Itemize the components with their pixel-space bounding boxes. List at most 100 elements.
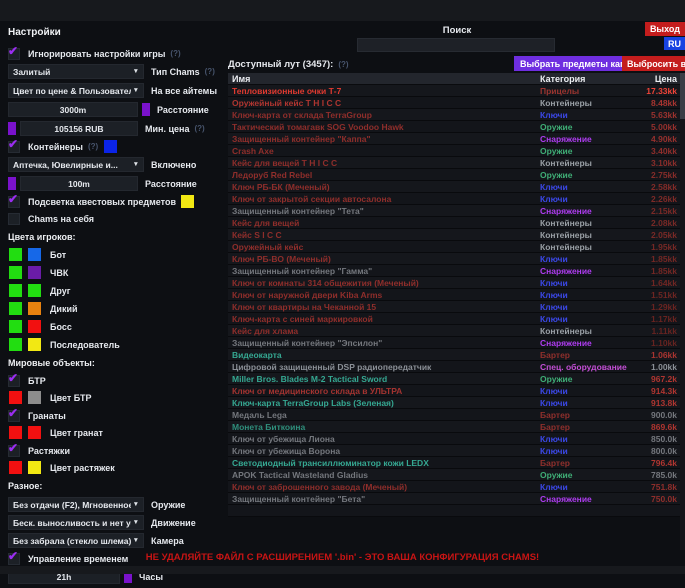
item-category: Снаряжение bbox=[540, 134, 632, 144]
containers-distance-color-swatch[interactable] bbox=[8, 177, 16, 190]
search-input[interactable] bbox=[357, 38, 555, 52]
tripwire-color-swatch-1[interactable] bbox=[9, 461, 22, 474]
player-color-swatch-1[interactable] bbox=[9, 284, 22, 297]
player-color-swatch-2[interactable] bbox=[28, 266, 41, 279]
language-button[interactable]: RU bbox=[664, 37, 685, 50]
item-name: Защищенный контейнер "Эпсилон" bbox=[228, 338, 540, 348]
player-color-swatch-1[interactable] bbox=[9, 338, 22, 351]
item-price: 850.0k bbox=[632, 434, 680, 444]
table-row[interactable]: Защищенный контейнер "Эпсилон"Снаряжение… bbox=[228, 337, 685, 349]
grenades-checkbox[interactable]: ✔ Гранаты bbox=[8, 409, 224, 422]
player-color-swatch-2[interactable] bbox=[28, 284, 41, 297]
player-color-swatch-1[interactable] bbox=[9, 266, 22, 279]
min-price-input[interactable]: 105156 RUB bbox=[20, 121, 138, 136]
table-row[interactable]: Ключ-карта TerraGroup Labs (Зеленая)Ключ… bbox=[228, 397, 685, 409]
scrollbar-thumb[interactable] bbox=[680, 73, 685, 119]
help-icon: (?) bbox=[88, 142, 98, 151]
tripwires-checkbox[interactable]: ✔ Растяжки bbox=[8, 444, 224, 457]
quest-highlight-checkbox[interactable]: ✔ Подсветка квестовых предметов bbox=[8, 195, 224, 208]
weapon-select[interactable]: Без отдачи (F2), Мгновенное п ▼ bbox=[8, 497, 144, 512]
table-row[interactable]: Ключ от заброшенного завода (Меченый)Клю… bbox=[228, 481, 685, 493]
weapon-value: Без отдачи (F2), Мгновенное п bbox=[13, 500, 131, 510]
player-color-swatch-1[interactable] bbox=[9, 302, 22, 315]
containers-filter-select[interactable]: Аптечка, Ювелирные и... ▼ bbox=[8, 157, 144, 172]
item-category: Оружие bbox=[540, 170, 632, 180]
item-category: Оружие bbox=[540, 470, 632, 480]
table-scrollbar[interactable] bbox=[680, 73, 685, 550]
player-color-swatch-1[interactable] bbox=[9, 248, 22, 261]
item-category: Оружие bbox=[540, 374, 632, 384]
checkbox-unchecked-icon bbox=[8, 213, 20, 225]
btr-color-swatch-1[interactable] bbox=[9, 391, 22, 404]
player-color-swatch-1[interactable] bbox=[9, 320, 22, 333]
containers-distance-input[interactable]: 100m bbox=[20, 176, 138, 191]
player-color-swatch-2[interactable] bbox=[28, 320, 41, 333]
btr-checkbox[interactable]: ✔ БТР bbox=[8, 374, 224, 387]
help-icon: (?) bbox=[338, 60, 348, 69]
table-row[interactable] bbox=[228, 505, 685, 517]
distance-color-swatch[interactable] bbox=[142, 103, 150, 116]
quest-color-swatch[interactable] bbox=[181, 195, 194, 208]
player-color-swatch-2[interactable] bbox=[28, 338, 41, 351]
containers-color-swatch[interactable] bbox=[104, 140, 117, 153]
chevron-down-icon: ▼ bbox=[133, 537, 139, 544]
movement-select[interactable]: Беск. выносливость и нет уста ▼ bbox=[8, 515, 144, 530]
grenade-color-swatch-1[interactable] bbox=[9, 426, 22, 439]
player-color-label: Босс bbox=[50, 322, 72, 332]
ignore-game-settings-checkbox[interactable]: ✔ Игнорировать настройки игры (?) bbox=[8, 47, 224, 60]
exit-button[interactable]: Выход bbox=[645, 22, 685, 36]
grenade-color-swatch-2[interactable] bbox=[28, 426, 41, 439]
player-color-swatch-2[interactable] bbox=[28, 302, 41, 315]
discard-all-button[interactable]: Выбросить все bbox=[622, 56, 685, 71]
item-category: Снаряжение bbox=[540, 266, 632, 276]
color-mode-select[interactable]: Цвет по цене & Пользователь ▼ bbox=[8, 83, 144, 98]
player-color-swatch-2[interactable] bbox=[28, 248, 41, 261]
chams-type-select[interactable]: Залитый ▼ bbox=[8, 64, 144, 79]
table-row[interactable]: Ключ от комнаты 314 общежития (Меченый)К… bbox=[228, 277, 685, 289]
item-price: 2.05kk bbox=[632, 230, 680, 240]
item-price: 1.10kk bbox=[632, 338, 680, 348]
chams-type-value: Залитый bbox=[13, 67, 50, 77]
tripwire-color-swatch-2[interactable] bbox=[28, 461, 41, 474]
item-category: Контейнеры bbox=[540, 98, 632, 108]
item-price: 5.63kk bbox=[632, 110, 680, 120]
btr-color-swatch-2[interactable] bbox=[28, 391, 41, 404]
distance-input[interactable]: 3000m bbox=[8, 102, 138, 117]
item-name: Защищенный контейнер "Бета" bbox=[228, 494, 540, 504]
min-price-color-swatch[interactable] bbox=[8, 122, 16, 135]
camera-select[interactable]: Без забрала (стекло шлема) ▼ bbox=[8, 533, 144, 548]
containers-checkbox[interactable]: ✔ Контейнеры (?) bbox=[8, 140, 224, 153]
self-chams-checkbox[interactable]: Chams на себя bbox=[8, 212, 224, 225]
